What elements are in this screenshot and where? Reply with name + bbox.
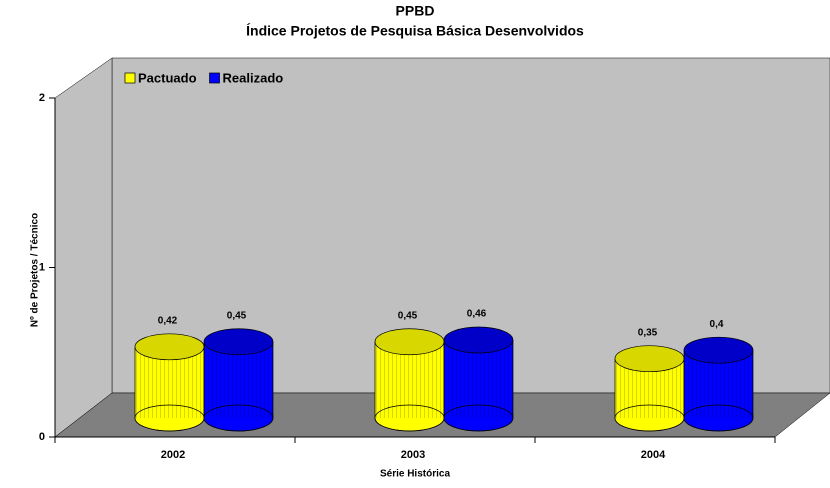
- legend-swatch: [209, 72, 220, 84]
- x-axis-label: Série Histórica: [380, 469, 450, 480]
- cylinder-top: [614, 345, 685, 373]
- chart-title: PPBD: [396, 3, 435, 19]
- side-wall: [54, 57, 113, 438]
- cylinder-top: [203, 328, 274, 356]
- y-tick-label: 2: [39, 92, 45, 104]
- cylinder-top: [443, 326, 514, 354]
- value-label: 0,45: [227, 310, 247, 321]
- x-tick-label: 2004: [641, 449, 666, 461]
- value-label: 0,45: [398, 310, 418, 321]
- cylinder-top: [683, 336, 754, 364]
- x-tick-label: 2003: [401, 449, 425, 461]
- legend-label: Realizado: [223, 70, 284, 85]
- value-label: 0,42: [158, 315, 178, 326]
- cylinder-top: [374, 328, 445, 356]
- chart-subtitle: Índice Projetos de Pesquisa Básica Desen…: [246, 23, 584, 39]
- cylinder-top: [134, 333, 205, 361]
- x-tick-label: 2002: [161, 449, 185, 461]
- legend-label: Pactuado: [138, 70, 197, 85]
- y-tick-label: 0: [39, 431, 45, 443]
- value-label: 0,46: [467, 309, 487, 320]
- y-axis-label: Nº de Projetos / Técnico: [30, 213, 41, 327]
- value-label: 0,35: [638, 327, 658, 338]
- value-label: 0,4: [710, 319, 724, 330]
- legend-swatch: [124, 72, 136, 84]
- y-tick-label: 1: [39, 261, 45, 273]
